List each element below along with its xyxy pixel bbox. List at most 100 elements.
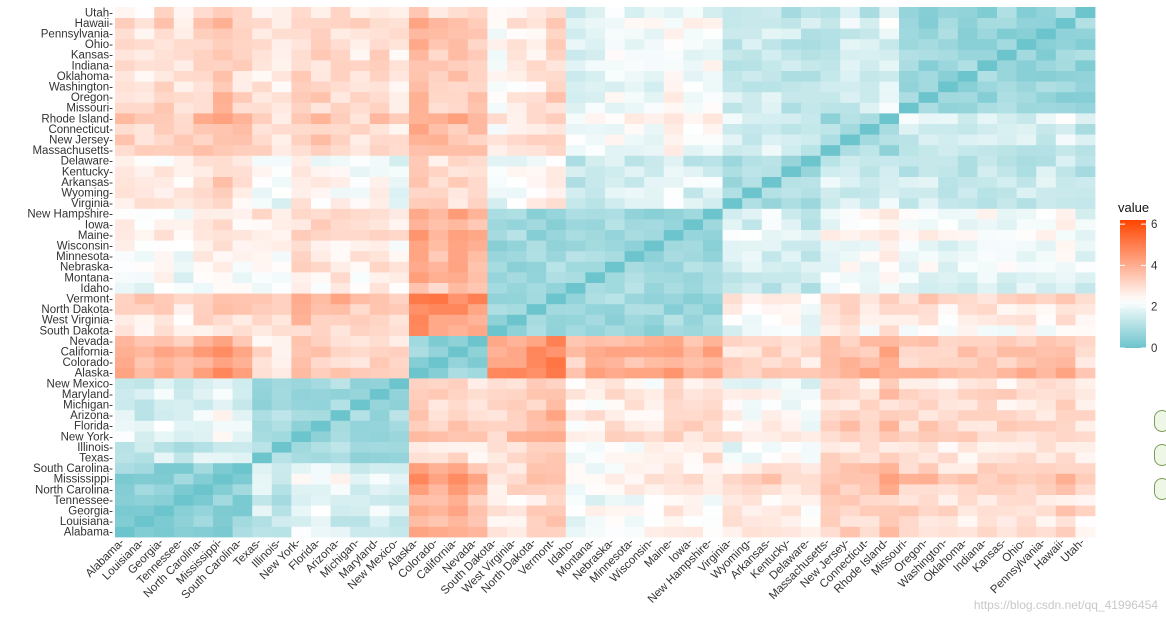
heatmap-cell xyxy=(271,399,292,411)
heatmap-cell xyxy=(448,91,469,103)
heatmap-cell xyxy=(663,229,684,241)
heatmap-cell xyxy=(311,335,331,347)
heatmap-cell xyxy=(232,123,253,135)
heatmap-cell xyxy=(938,155,959,167)
heatmap-cell xyxy=(1036,293,1057,305)
heatmap-cell xyxy=(1016,166,1037,177)
heatmap-cell xyxy=(271,187,292,199)
heatmap-cell xyxy=(801,208,821,220)
heatmap-cell xyxy=(859,81,880,93)
heatmap-cell xyxy=(134,462,155,474)
heatmap-cell xyxy=(997,155,1017,167)
heatmap-cell xyxy=(938,187,959,199)
heatmap-cell xyxy=(938,378,959,389)
heatmap-cell xyxy=(213,60,233,71)
heatmap-cell xyxy=(742,452,763,464)
heatmap-cell xyxy=(369,28,390,40)
heatmap-cell xyxy=(448,176,469,188)
heatmap-cell xyxy=(977,144,998,156)
heatmap-cell xyxy=(801,7,821,18)
heatmap-cell xyxy=(703,229,723,241)
side-icon[interactable] xyxy=(1154,478,1166,500)
heatmap-cell xyxy=(115,388,135,400)
heatmap-cell xyxy=(350,378,371,389)
heatmap-cell xyxy=(428,144,449,156)
heatmap-cell xyxy=(154,293,175,305)
heatmap-cell xyxy=(703,272,723,283)
heatmap-cell xyxy=(428,176,449,188)
heatmap-cell xyxy=(840,378,861,389)
heatmap-cell xyxy=(428,303,449,315)
heatmap-cell xyxy=(134,346,155,358)
heatmap-cell xyxy=(193,303,214,315)
heatmap-cell xyxy=(938,452,959,464)
heatmap-cell xyxy=(311,367,331,379)
heatmap-cell xyxy=(487,123,508,135)
heatmap-cell xyxy=(1055,176,1076,188)
heatmap-cell xyxy=(703,409,723,421)
heatmap-cell xyxy=(409,346,429,358)
heatmap-cell xyxy=(644,303,665,315)
heatmap-cell xyxy=(1036,261,1057,273)
y-tick-label: Utah- xyxy=(85,7,113,19)
heatmap-cell xyxy=(271,452,292,464)
heatmap-cell xyxy=(448,28,469,40)
heatmap-cell xyxy=(389,166,410,177)
heatmap-cell xyxy=(585,166,606,177)
heatmap-cell xyxy=(193,431,214,442)
side-icon[interactable] xyxy=(1154,444,1166,466)
heatmap-cell xyxy=(291,356,312,368)
heatmap-cell xyxy=(389,399,410,411)
heatmap-cell xyxy=(311,431,331,442)
heatmap-cell xyxy=(330,420,351,432)
heatmap-cell xyxy=(918,155,939,167)
heatmap-cell xyxy=(918,452,939,464)
heatmap-cell xyxy=(722,526,743,538)
heatmap-cell xyxy=(703,28,723,40)
heatmap-cell xyxy=(742,155,763,167)
heatmap-cell xyxy=(938,473,959,485)
heatmap-cell xyxy=(840,441,861,453)
heatmap-cell xyxy=(311,197,331,209)
heatmap-cell xyxy=(507,335,527,347)
heatmap-cell xyxy=(115,515,135,527)
heatmap-cell xyxy=(957,102,978,114)
heatmap-cell xyxy=(467,420,488,432)
heatmap-cell xyxy=(291,420,312,432)
heatmap-cell xyxy=(546,197,567,209)
heatmap-cell xyxy=(271,272,292,283)
heatmap-cell xyxy=(507,409,527,421)
heatmap-cell xyxy=(899,388,919,400)
heatmap-cell xyxy=(761,282,782,294)
heatmap-cell xyxy=(369,526,390,538)
heatmap-cell xyxy=(154,123,175,135)
side-icon[interactable] xyxy=(1154,410,1166,432)
heatmap-cell xyxy=(565,346,586,358)
heatmap-cell xyxy=(487,166,508,177)
heatmap-cell xyxy=(997,399,1017,411)
heatmap-cell xyxy=(428,81,449,93)
heatmap-cell xyxy=(997,452,1017,464)
heatmap-cell xyxy=(997,81,1017,93)
heatmap-cell xyxy=(859,144,880,156)
heatmap-cell xyxy=(252,441,273,453)
heatmap-cell xyxy=(448,367,469,379)
heatmap-cell xyxy=(918,388,939,400)
heatmap-cell xyxy=(742,113,763,124)
heatmap-cell xyxy=(213,399,233,411)
heatmap-cell xyxy=(232,166,253,177)
heatmap-cell xyxy=(134,166,155,177)
heatmap-cell xyxy=(546,49,567,61)
heatmap-cell xyxy=(644,49,665,61)
heatmap-cell xyxy=(624,250,645,262)
heatmap-cell xyxy=(722,197,743,209)
heatmap-cell xyxy=(899,526,919,538)
heatmap-cell xyxy=(311,346,331,358)
heatmap-cell xyxy=(369,473,390,485)
heatmap-cell xyxy=(193,441,214,453)
heatmap-cell xyxy=(467,229,488,241)
heatmap-cell xyxy=(271,70,292,82)
heatmap-cell xyxy=(624,187,645,199)
heatmap-cell xyxy=(703,60,723,71)
heatmap-cell xyxy=(585,49,606,61)
